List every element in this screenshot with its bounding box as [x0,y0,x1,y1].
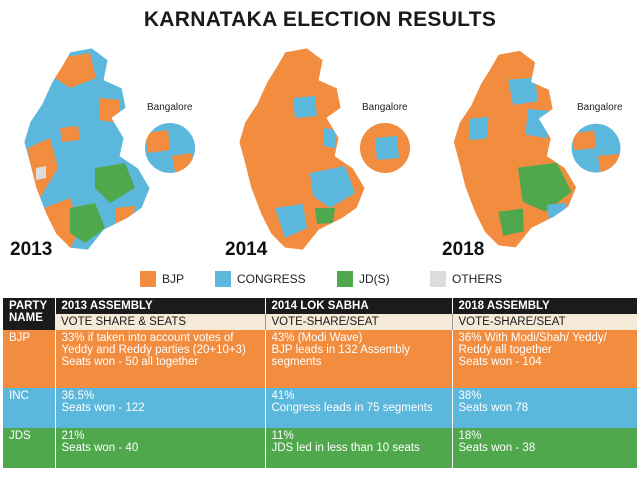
legend-item-others: OTHERS [430,271,502,287]
year-label-2018: 2018 [442,239,485,260]
cell-jds-2018: 18% Seats won - 38 [451,428,637,468]
cell-inc-2013: 36.5% Seats won - 122 [54,388,265,428]
legend-label-others: OTHERS [452,272,503,286]
table-row-bjp: BJP 33% if taken into account votes of Y… [3,330,637,388]
table-row-inc: INC 36.5% Seats won - 122 41% Congress l… [3,388,637,428]
subheader-2013: VOTE SHARE & SEATS [55,314,265,330]
cell-bjp-2013: 33% if taken into account votes of Yeddy… [54,330,265,388]
legend-item-jds: JD(S) [337,271,390,287]
year-label-2013: 2013 [10,239,53,260]
cell-inc-2018: 38% Seats won 78 [451,388,637,428]
table-subheader-row: VOTE SHARE & SEATS VOTE-SHARE/SEAT VOTE-… [3,314,637,330]
legend-swatch-bjp [140,271,156,287]
column-header-2014: 2014 LOK SABHA [264,298,452,314]
karnataka-map-2018 [453,50,621,249]
page-title: KARNATAKA ELECTION RESULTS [143,8,497,31]
results-table: PARTY NAME 2013 ASSEMBLY 2014 LOK SABHA … [3,298,637,468]
karnataka-map-2014 [238,47,410,251]
cell-bjp-2018: 36% With Modi/Shah/ Yeddy/ Reddy all tog… [451,330,637,388]
cell-jds-2013: 21% Seats won - 40 [54,428,265,468]
cell-jds-2014: 11% JDS led in less than 10 seats [264,428,452,468]
legend-swatch-congress [215,271,231,287]
subheader-2014: VOTE-SHARE/SEAT [264,314,452,330]
bangalore-label-2014: Bangalore [362,102,408,113]
maps-panel: Bangalore 2013 Bangalore 2014 [0,38,640,268]
party-cell-jds: JDS [3,428,55,468]
cell-inc-2014: 41% Congress leads in 75 segments [264,388,452,428]
legend-label-bjp: BJP [162,272,185,286]
legend-swatch-others [430,271,446,287]
legend-item-congress: CONGRESS [215,271,306,287]
karnataka-map-2013 [23,47,195,251]
table-row-jds: JDS 21% Seats won - 40 11% JDS led in le… [3,428,637,468]
column-header-2018: 2018 ASSEMBLY [451,298,637,314]
legend: BJP CONGRESS JD(S) OTHERS [0,268,640,290]
party-name-header: PARTY NAME [3,298,55,330]
column-header-2013: 2013 ASSEMBLY [54,298,265,314]
year-label-2014: 2014 [225,239,268,260]
table-header-row: PARTY NAME 2013 ASSEMBLY 2014 LOK SABHA … [3,298,637,330]
bangalore-label-2013: Bangalore [147,102,193,113]
legend-swatch-jds [337,271,353,287]
bangalore-label-2018: Bangalore [577,102,623,113]
legend-item-bjp: BJP [140,271,184,287]
party-cell-bjp: BJP [3,330,55,388]
cell-bjp-2014: 43% (Modi Wave) BJP leads in 132 Assembl… [264,330,452,388]
subheader-2018: VOTE-SHARE/SEAT [451,314,637,330]
legend-label-congress: CONGRESS [237,272,306,286]
party-cell-inc: INC [3,388,55,428]
legend-label-jds: JD(S) [359,272,390,286]
